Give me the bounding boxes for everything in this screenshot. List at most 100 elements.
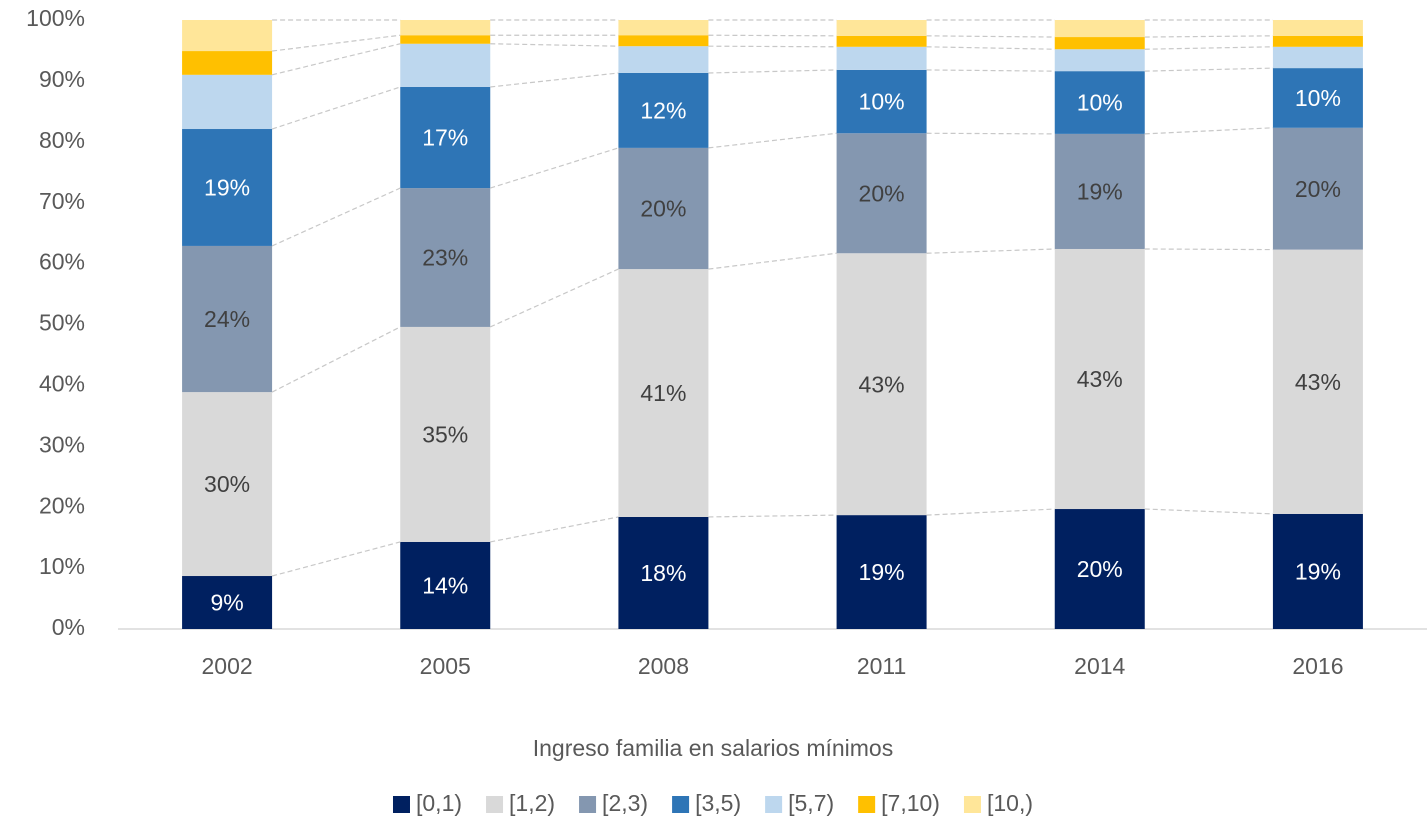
- connector-line: [926, 248, 1055, 254]
- x-tick-label: 2014: [1074, 653, 1125, 679]
- bar-segment: [400, 43, 491, 87]
- data-label: 35%: [422, 422, 468, 448]
- y-tick-label: 20%: [39, 492, 85, 518]
- legend-swatch: [765, 796, 783, 813]
- connector-line: [1144, 67, 1273, 72]
- x-tick-label: 2008: [638, 653, 689, 679]
- connector-line: [926, 508, 1055, 516]
- legend-swatch: [486, 796, 504, 813]
- bar-segment: [1272, 68, 1363, 128]
- connector-line: [708, 45, 837, 48]
- bar-segment: [400, 188, 491, 327]
- bar-segment: [618, 72, 709, 148]
- data-label: 23%: [422, 245, 468, 271]
- data-label: 19%: [1295, 559, 1341, 585]
- bar-segment: [618, 269, 709, 517]
- connector-line: [926, 35, 1055, 38]
- data-label: 12%: [640, 98, 686, 124]
- bar-segment: [182, 392, 273, 577]
- bar-segment: [182, 74, 273, 130]
- axis-title: Ingreso familia en salarios mínimos: [533, 735, 893, 761]
- bar-segment: [618, 516, 709, 629]
- data-label: 20%: [640, 196, 686, 222]
- connector-line: [926, 132, 1055, 135]
- data-label: 10%: [1295, 85, 1341, 111]
- bar-segment: [1272, 46, 1363, 69]
- bar-segment: [836, 20, 927, 36]
- bar-segment: [1054, 71, 1145, 134]
- data-label: 43%: [859, 371, 905, 397]
- bar-segment: [618, 20, 709, 36]
- connector-line: [490, 147, 619, 189]
- bar-segment: [1054, 509, 1145, 629]
- connector-line: [708, 132, 837, 149]
- legend-label: [2,3): [602, 790, 648, 816]
- connector-line: [271, 326, 401, 393]
- bar-segment: [1054, 20, 1145, 38]
- data-label: 19%: [204, 175, 250, 201]
- legend-swatch: [963, 796, 981, 813]
- bar-segment: [836, 515, 927, 629]
- connector-line: [1144, 46, 1273, 50]
- y-tick-label: 0%: [52, 614, 85, 640]
- legend-swatch: [672, 796, 690, 813]
- connector-line: [926, 69, 1055, 72]
- connector-line: [708, 34, 837, 37]
- connector-line: [490, 43, 619, 47]
- connector-line: [490, 516, 619, 543]
- connector-line: [708, 69, 837, 74]
- data-label: 17%: [422, 125, 468, 151]
- connector-line: [1144, 35, 1273, 38]
- legend-label: [10,): [987, 790, 1033, 816]
- connector-line: [1144, 127, 1273, 135]
- connector-line: [271, 541, 401, 577]
- x-tick-label: 2002: [201, 653, 252, 679]
- y-tick-label: 40%: [39, 370, 85, 396]
- bar-segment: [182, 576, 273, 629]
- bar-segment: [400, 35, 491, 44]
- legend-label: [0,1): [416, 790, 462, 816]
- data-label: 30%: [204, 471, 250, 497]
- y-tick-label: 90%: [39, 66, 85, 92]
- bar-segment: [1054, 248, 1145, 510]
- data-label: 41%: [640, 380, 686, 406]
- bar-segment: [400, 86, 491, 189]
- data-label: 14%: [422, 573, 468, 599]
- bar-segment: [1054, 133, 1145, 249]
- bar-segment: [400, 326, 491, 542]
- data-label: 18%: [640, 560, 686, 586]
- y-tick-label: 100%: [26, 5, 85, 31]
- data-label: 20%: [1295, 176, 1341, 202]
- x-tick-label: 2005: [420, 653, 471, 679]
- y-tick-label: 10%: [39, 553, 85, 579]
- data-label: 19%: [1077, 179, 1123, 205]
- y-tick-label: 30%: [39, 431, 85, 457]
- data-label: 43%: [1077, 366, 1123, 392]
- legend-label: [7,10): [881, 790, 940, 816]
- legend-swatch: [392, 796, 410, 813]
- bar-segment: [182, 20, 273, 52]
- legend-label: [5,7): [788, 790, 834, 816]
- data-label: 19%: [859, 559, 905, 585]
- bar-segment: [836, 46, 927, 70]
- y-tick-label: 60%: [39, 249, 85, 275]
- data-label: 20%: [859, 180, 905, 206]
- data-label: 20%: [1077, 556, 1123, 582]
- bar-segment: [182, 245, 273, 393]
- connector-line: [708, 514, 837, 518]
- y-tick-label: 80%: [39, 127, 85, 153]
- connector-line: [271, 86, 401, 130]
- bar-segment: [618, 35, 709, 47]
- connector-line: [926, 46, 1055, 50]
- y-tick-label: 50%: [39, 310, 85, 336]
- bar-segment: [836, 69, 927, 134]
- x-tick-label: 2011: [857, 653, 906, 679]
- legend: [0,1) [1,2) [2,3) [3,5) [5,7) [7,10) [10,): [392, 790, 1033, 816]
- bar-segment: [1054, 49, 1145, 72]
- connector-line: [1144, 508, 1273, 515]
- bar-segment: [1272, 35, 1363, 47]
- bar-segment: [1272, 249, 1363, 514]
- bar-segment: [182, 51, 273, 75]
- bar-segment: [836, 253, 927, 516]
- bar-segment: [836, 35, 927, 47]
